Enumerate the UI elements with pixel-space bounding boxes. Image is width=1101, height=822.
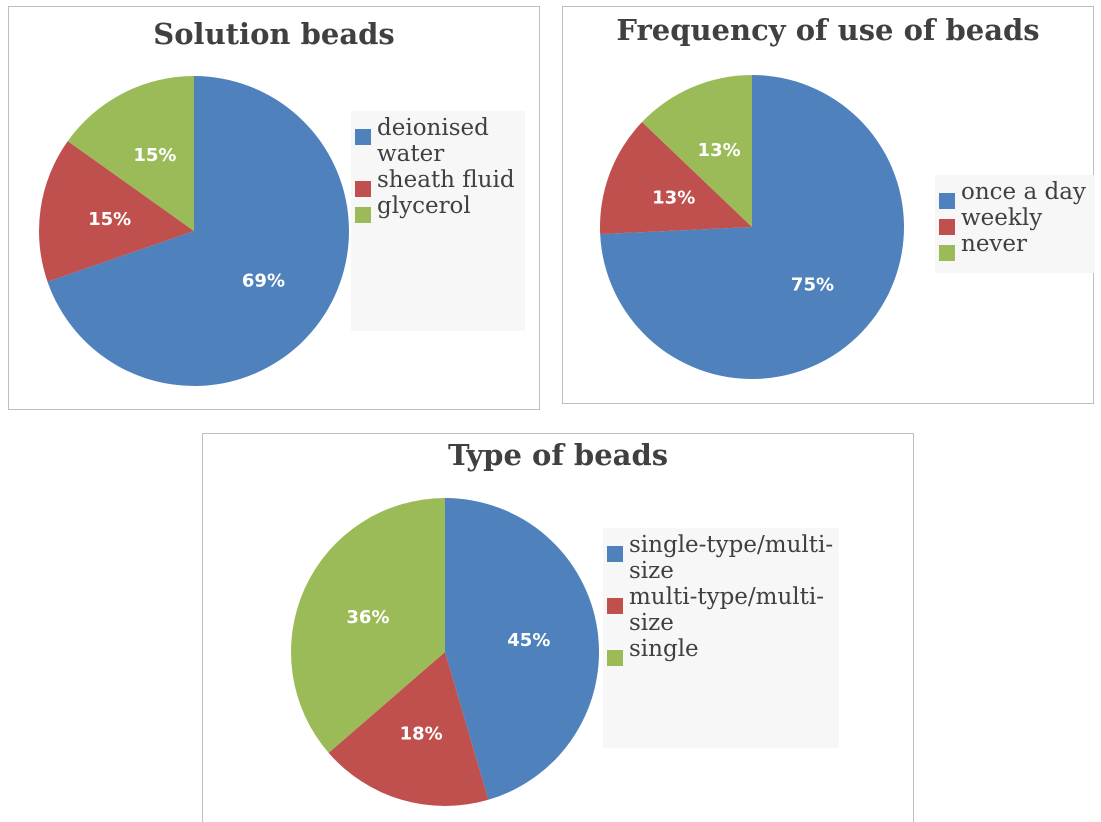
data-label: 18% [400,723,443,744]
pie-slice-weekly [600,122,752,235]
legend-label: sheath fluid [377,167,515,193]
legend-swatch-red [355,181,371,197]
pie-slice-once-a-day [600,75,904,379]
pie-chart: 45% 18% 36% [291,498,599,806]
pie-slice-never [642,75,752,227]
legend-swatch-blue [607,546,623,562]
data-label: 36% [346,607,389,628]
pie-slice-single-type-multi-size [445,498,599,800]
pie-slice-single [291,498,445,753]
legend-swatch-blue [355,129,371,145]
legend-item: never [937,231,1095,261]
legend-label: never [961,231,1028,257]
data-label: 15% [133,145,176,166]
legend-item: sheath fluid [353,167,525,197]
chart-legend: deionised water sheath fluid glycerol [351,111,525,331]
legend-label: once a day [961,179,1086,205]
data-label: 15% [88,209,131,230]
chart-panel-type-of-beads: Type of beads 45% 18% 36% single-type/mult… [202,433,914,822]
chart-legend: once a day weekly never [935,175,1095,273]
legend-label: deionised water [377,115,489,167]
legend-item: single [605,636,839,666]
pie-chart: 75% 13% 13% [600,75,904,379]
pie-slice-multi-type-multi-size [328,652,489,806]
legend-item: weekly [937,205,1095,235]
legend-item: deionised water [353,115,525,167]
legend-swatch-green [939,245,955,261]
legend-swatch-blue [939,193,955,209]
chart-title: Solution beads [153,17,395,51]
chart-panel-frequency-of-use: Frequency of use of beads 75% 13% 13% once… [562,6,1095,404]
data-label: 45% [507,630,550,651]
chart-title: Frequency of use of beads [616,13,1040,47]
chart-title: Type of beads [447,438,669,472]
legend-item: single-type/multi-size [605,532,839,584]
legend-item: multi-type/multi-size [605,584,839,636]
data-label: 75% [791,275,834,296]
legend-label: glycerol [377,193,471,219]
pie-slice-deionised-water [47,76,349,386]
chart-legend: single-type/multi-size multi-type/multi-… [603,528,839,748]
legend-item: glycerol [353,193,525,223]
legend-item: once a day [937,179,1095,209]
legend-swatch-red [607,598,623,614]
data-label: 69% [242,270,285,291]
pie-slice-glycerol [67,76,194,231]
legend-label: single [629,636,699,662]
legend-label: multi-type/multi-size [629,584,825,636]
legend-swatch-red [939,219,955,235]
legend-label: single-type/multi-size [629,532,834,584]
legend-label: weekly [961,205,1043,231]
data-label: 13% [652,188,695,209]
legend-swatch-green [607,650,623,666]
data-label: 13% [698,140,741,161]
legend-swatch-green [355,207,371,223]
pie-chart: 69% 15% 15% [39,76,349,386]
pie-slice-sheath-fluid [39,141,194,282]
chart-panel-solution-beads: Solution beads 69% 15% 15% deionised water… [8,6,540,410]
